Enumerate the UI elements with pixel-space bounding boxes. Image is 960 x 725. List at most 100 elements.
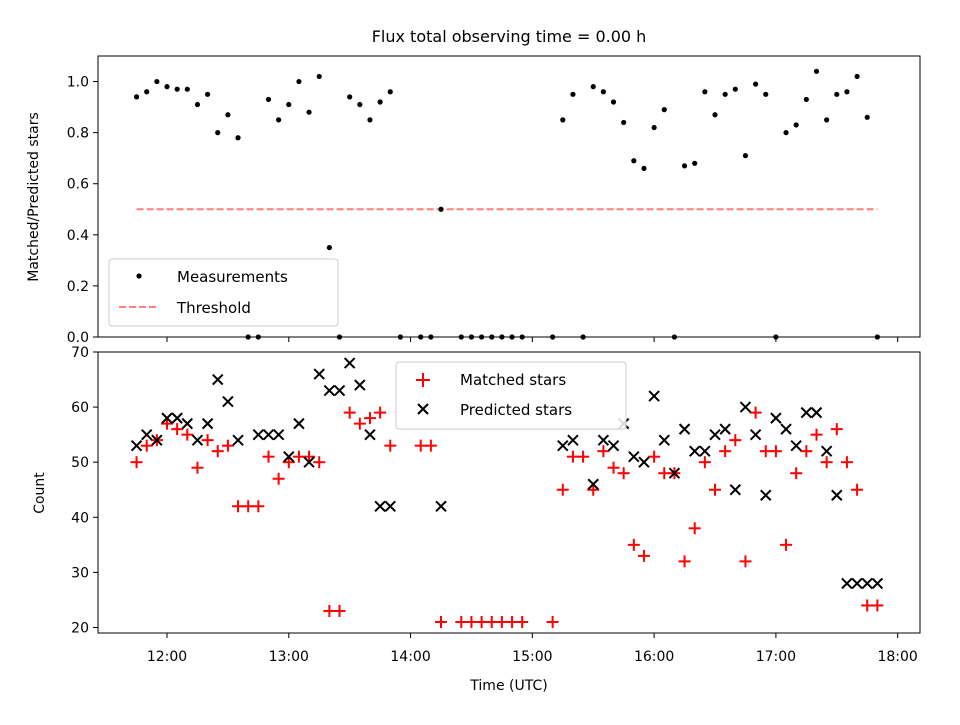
y-tick-label: 70 [71,345,89,361]
predicted-star-point [567,434,579,446]
predicted-star-point [628,450,640,463]
measurement-point [489,334,495,340]
legend-predicted-label: Predicted stars [460,401,572,419]
matched-star-point [475,615,488,628]
predicted-star-point [191,434,204,446]
measurement-point [357,101,363,108]
top-y-axis-label: Matched/Predicted stars [26,112,42,282]
predicted-star-point [749,428,762,441]
matched-star-point [313,456,326,469]
matched-star-point [435,615,448,628]
matched-star-point [506,615,519,628]
predicted-star-point [252,428,265,441]
measurement-point [316,73,322,80]
bottom-y-ticks: 20 30 40 50 60 70 [71,345,98,636]
measurement-point [438,206,444,212]
matched-star-point [161,417,174,430]
predicted-star-point [699,445,711,457]
top-legend-box [108,258,339,327]
measurement-point [681,163,688,169]
matched-star-point [729,434,742,447]
measurement-point [245,334,251,340]
matched-star-point [516,615,529,628]
legend-predicted-marker [417,403,429,415]
measurement-point [732,86,738,92]
matched-star-point [769,445,782,458]
predicted-star-point [820,445,833,457]
measurement-point [641,165,647,171]
predicted-star-point [222,395,234,408]
matched-star-point [759,445,772,458]
matched-star-point [323,604,336,617]
measurement-point [377,99,383,105]
matched-star-point [232,500,245,513]
measurement-point [174,86,180,92]
top-axes-frame [97,55,921,338]
matched-star-point [861,599,874,612]
matched-star-point [292,450,305,463]
measurement-point [499,334,505,340]
matched-star-point [556,483,569,496]
bottom-legend-box [395,361,627,430]
measurement-point [783,130,789,136]
x-tick-label: 16:00 [634,649,674,665]
predicted-star-point [130,439,143,452]
y-tick-label: 0.8 [67,126,89,142]
measurement-point [265,96,272,103]
matched-star-point [810,428,823,441]
predicted-star-point [201,417,214,430]
y-tick-label: 0.4 [67,228,89,244]
bottom-x-axis-label: Time (UTC) [469,678,547,694]
predicted-star-point [364,428,376,441]
measurement-point [296,78,302,85]
predicted-star-point [871,577,884,590]
measurement-point [418,334,424,340]
bottom-legend: Matched stars Predicted stars [395,361,627,430]
matched-star-point [384,439,397,452]
y-tick-label: 0.6 [67,177,89,193]
predicted-star-point [648,390,660,402]
matched-star-point [566,450,579,463]
matched-star-point [617,467,630,480]
predicted-star-point [678,423,691,435]
measurement-point [803,96,809,103]
x-tick-label: 17:00 [756,649,796,665]
y-tick-label: 0.0 [67,330,89,346]
matched-star-point [353,417,366,430]
y-tick-label: 50 [71,455,89,471]
matched-star-point [698,456,711,469]
x-tick-label: 14:00 [390,649,430,665]
measurement-point [306,109,312,115]
predicted-star-point [831,489,843,501]
predicted-star-point [303,456,315,468]
bottom-y-axis-label: Count [32,472,48,514]
measurement-point [610,99,617,105]
measurement-point [722,91,728,97]
matched-star-point [648,450,661,463]
measurement-point [671,334,678,340]
predicted-star-point [435,500,447,512]
predicted-star-point [607,439,620,452]
predicted-star-point [384,500,396,512]
predicted-star-point [719,423,731,435]
matched-star-point [820,456,833,469]
predicted-star-point [141,428,153,441]
top-y-ticks: 0.0 0.2 0.4 0.6 0.8 1.0 [67,75,98,346]
measurement-point [397,334,404,340]
predicted-star-point [668,467,681,479]
matched-star-point [333,604,346,617]
predicted-star-point [313,368,325,380]
predicted-star-point [810,406,823,419]
measurement-point [600,89,606,95]
measurement-point [844,89,850,95]
measurement-point [742,153,749,159]
predicted-star-point [851,577,863,590]
matched-star-point [252,500,265,513]
measurement-point [428,334,434,340]
predicted-star-point [780,423,792,435]
measurement-point [154,78,160,85]
measurement-point [133,94,140,100]
measurement-point [215,130,221,136]
matched-star-point [607,461,620,474]
